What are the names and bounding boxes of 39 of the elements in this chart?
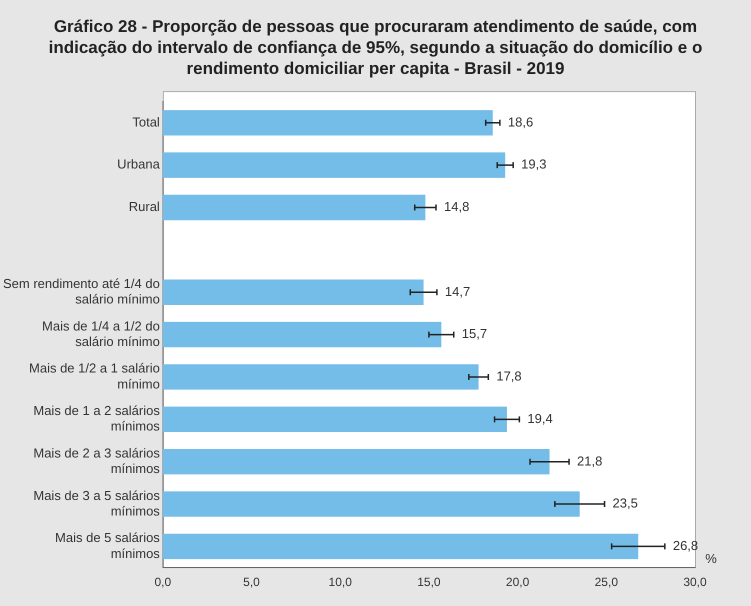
x-tick-label: 25,0	[594, 575, 618, 590]
bar	[162, 152, 506, 178]
data-label: 26,8	[672, 538, 698, 553]
bar	[162, 406, 507, 432]
bar	[162, 364, 479, 390]
y-tick-label: Mais de 3 a 5 salários mínimos	[33, 488, 160, 518]
y-tick-label: Urbana	[117, 156, 161, 172]
y-tick-label: Sem rendimento até 1/4 do salário mínimo	[2, 276, 160, 307]
data-label: 23,5	[612, 496, 638, 511]
data-label: 21,8	[577, 453, 602, 468]
bar	[162, 194, 426, 220]
bar	[162, 322, 442, 348]
data-label: 18,6	[508, 114, 534, 130]
y-tick-label: Rural	[128, 199, 160, 214]
data-label: 14,7	[444, 284, 470, 299]
chart-title: Gráfico 28 - Proporção de pessoas que procuraram atendimento de saúde, com indicação do intervalo de confiança de 95%, segundo a situação do domicílio e o rendimento domiciliar per capita - Brasil - 2019	[48, 16, 704, 80]
data-label: 14,8	[444, 199, 470, 214]
y-tick-label: Mais de 1 a 2 salários mínimos	[33, 403, 160, 434]
bar	[162, 110, 493, 136]
data-label: 15,7	[462, 326, 488, 342]
data-label: 17,8	[496, 368, 522, 384]
x-tick-label: 0,0	[154, 575, 172, 590]
x-tick-label: 15,0	[417, 575, 441, 590]
x-axis-title: %	[705, 551, 718, 566]
y-tick-label: Mais de 5 salários mínimos	[55, 530, 160, 561]
y-tick-label: Total	[132, 114, 160, 130]
x-tick-label: 10,0	[328, 575, 352, 590]
bar	[162, 491, 580, 517]
data-label: 19,4	[527, 410, 553, 426]
y-tick-label: Mais de 1/4 a 1/2 do salário mínimo	[42, 318, 160, 349]
x-tick-label: 30,0	[683, 575, 707, 590]
bar	[162, 280, 424, 305]
y-tick-label: Mais de 2 a 3 salários mínimos	[33, 445, 160, 476]
data-label: 19,3	[521, 156, 546, 172]
y-tick-label: Mais de 1/2 a 1 salário mínimo	[29, 360, 160, 392]
x-tick-label: 5,0	[243, 575, 260, 590]
bar	[162, 534, 638, 560]
x-tick-label: 20,0	[506, 575, 530, 590]
bar	[162, 448, 550, 474]
